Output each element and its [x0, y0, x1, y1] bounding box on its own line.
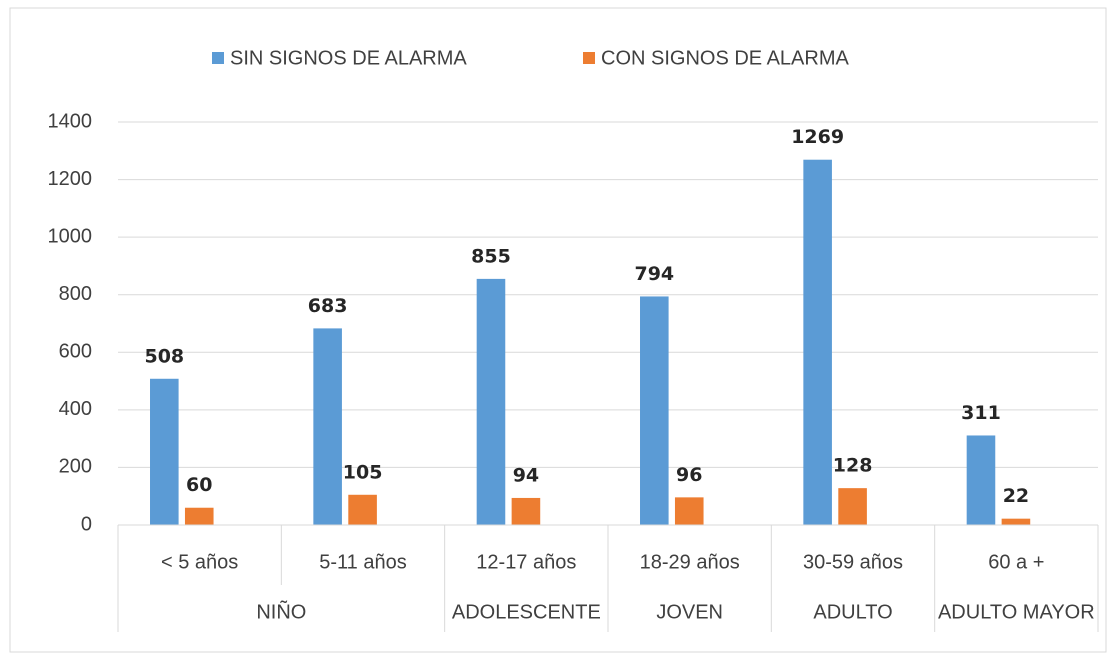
bar	[150, 378, 179, 525]
x-group-label: NIÑO	[256, 599, 306, 623]
x-tick-label: 12-17 años	[476, 551, 576, 573]
data-label: 855	[471, 245, 511, 267]
bar	[313, 328, 342, 525]
data-label: 794	[634, 263, 674, 285]
legend-swatch	[212, 52, 224, 64]
x-tick-label: 18-29 años	[640, 551, 740, 573]
x-tick-label: < 5 años	[161, 551, 238, 573]
bar	[640, 296, 669, 525]
data-label: 128	[833, 455, 873, 477]
data-label: 60	[186, 474, 212, 496]
chart-frame	[9, 7, 1107, 653]
legend-label: SIN SIGNOS DE ALARMA	[230, 47, 467, 69]
bar	[476, 278, 506, 525]
y-tick-label: 800	[59, 283, 92, 305]
data-label: 1269	[791, 126, 844, 148]
data-label: 94	[513, 464, 539, 486]
bar	[966, 435, 996, 525]
y-tick-label: 1000	[48, 225, 93, 247]
bar	[184, 507, 214, 525]
y-tick-label: 200	[59, 456, 92, 478]
x-group-label: ADULTO	[813, 601, 892, 623]
x-tick-label: 60 a +	[988, 551, 1044, 573]
legend-swatch	[583, 52, 595, 64]
bar	[511, 497, 541, 525]
bar	[838, 488, 867, 525]
x-tick-label: 30-59 años	[803, 551, 903, 573]
y-tick-label: 0	[81, 513, 92, 535]
y-tick-label: 400	[59, 398, 92, 420]
x-group-label: ADULTO MAYOR	[938, 601, 1095, 623]
x-tick-label: 5-11 años	[319, 551, 406, 573]
bar	[674, 497, 704, 525]
bar	[348, 494, 377, 525]
data-label: 311	[961, 402, 1001, 424]
data-label: 508	[144, 345, 184, 367]
y-tick-label: 1200	[48, 168, 93, 190]
x-group-label: ADOLESCENTE	[452, 601, 601, 623]
data-label: 22	[1003, 485, 1029, 507]
bar	[1001, 518, 1031, 525]
data-label: 105	[343, 461, 383, 483]
legend-label: CON SIGNOS DE ALARMA	[601, 47, 849, 69]
data-label: 683	[308, 295, 348, 317]
data-label: 96	[676, 464, 702, 486]
y-tick-label: 1400	[48, 110, 93, 132]
x-group-label: JOVEN	[656, 601, 723, 623]
y-tick-label: 600	[59, 341, 92, 363]
bar	[803, 159, 832, 525]
